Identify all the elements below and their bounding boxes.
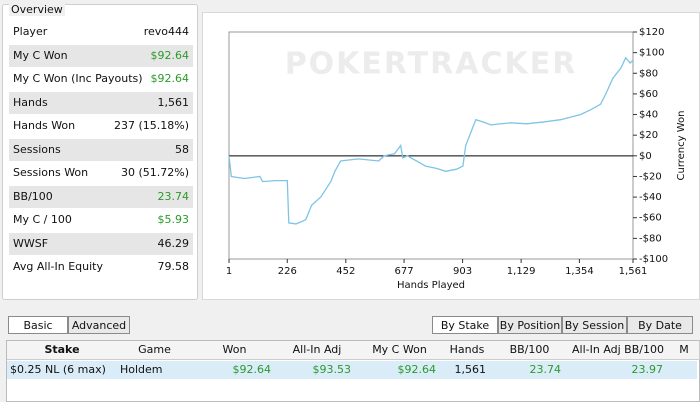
y-tick-label: -$80	[639, 233, 662, 244]
table-cell: 1,561	[454, 363, 487, 376]
toggle-button[interactable]: By Date	[627, 316, 693, 334]
y-tick-label: $0	[639, 151, 652, 162]
x-tick-label: 1,129	[507, 266, 536, 277]
column-header[interactable]: My C Won	[357, 341, 443, 360]
table-cell: 23.74	[529, 363, 562, 376]
stats-table: Stake Game Won All-In Adj My C Won Hands BB/10…	[6, 340, 700, 402]
line-series	[228, 56, 634, 225]
y-tick-label: $80	[639, 68, 658, 79]
stat-label: Avg All-In Equity	[13, 260, 103, 273]
stat-row: Sessions Won 30 (51.72%)	[9, 162, 193, 184]
y-tick-label: $20	[639, 130, 658, 141]
toggle-button[interactable]: Basic	[8, 316, 68, 334]
table-cell: 23.97	[631, 363, 664, 376]
stat-value: 46.29	[157, 236, 190, 250]
y-tick-label: -$100	[639, 254, 668, 265]
stat-label: My C / 100	[13, 213, 72, 226]
table-cell: Holdem	[120, 363, 163, 376]
table-cell: $0.25 NL (6 max)	[10, 363, 106, 376]
stat-row: WWSF 46.29	[9, 232, 193, 255]
stat-row: Player revo444	[9, 21, 193, 43]
stat-label: Sessions	[13, 142, 61, 156]
y-tick-label: $60	[639, 89, 658, 100]
y-tick-label: -$20	[639, 171, 662, 182]
stat-label: Player	[13, 25, 48, 38]
stat-row: Avg All-In Equity 79.58	[9, 256, 193, 278]
x-tick-label: 452	[336, 266, 355, 277]
x-tick-label: 226	[278, 266, 297, 277]
stat-row: My C Won (Inc Payouts) $92.64	[9, 68, 193, 90]
stat-value: 237 (15.18%)	[113, 119, 189, 132]
x-tick-label: 677	[395, 266, 414, 277]
stat-row: Sessions 58	[9, 138, 193, 161]
column-header[interactable]: Won	[192, 341, 278, 360]
stat-value: 23.74	[157, 189, 190, 203]
panel-title: Overview	[9, 3, 65, 16]
stat-label: My C Won	[13, 48, 68, 62]
stat-value: 58	[175, 142, 189, 156]
column-header[interactable]: Game	[117, 341, 193, 360]
chart: POKERTRACKER $120 $100 $80 $60 $40 $20 $0 -$20 -$…	[226, 27, 687, 291]
stat-row: Hands Won 237 (15.18%)	[9, 115, 193, 137]
column-header[interactable]: All-In Adj	[277, 341, 358, 360]
toggle-button[interactable]: By Session	[562, 316, 627, 334]
column-header[interactable]: Stake	[7, 341, 118, 360]
plot-area	[228, 31, 634, 260]
stat-value: 79.58	[157, 260, 190, 273]
y-tick-label: $100	[639, 48, 664, 59]
stat-value: $5.93	[157, 213, 190, 226]
toggle-button[interactable]: By Stake	[432, 316, 498, 334]
stat-row: BB/100 23.74	[9, 185, 193, 208]
toggle-button[interactable]: By Position	[498, 316, 562, 334]
stat-label: Hands	[13, 95, 48, 109]
chart-panel: POKERTRACKER $120 $100 $80 $60 $40 $20 $0 -$20 -$…	[202, 12, 700, 300]
stat-label: Hands Won	[13, 119, 76, 132]
column-header[interactable]: Hands	[442, 341, 493, 360]
y-tick-label: $40	[639, 110, 658, 121]
y-tick-label: -$60	[639, 213, 662, 224]
x-tick-label: 903	[453, 266, 472, 277]
stat-label: My C Won (Inc Payouts)	[13, 72, 143, 85]
stat-row: Hands 1,561	[9, 91, 193, 114]
overview-panel: Overview Player revo444 My C Won $92.64 My C…	[2, 3, 198, 300]
stat-value: 1,561	[157, 95, 190, 109]
y-tick-label: $120	[639, 27, 664, 38]
column-header[interactable]: M	[669, 341, 700, 360]
stat-label: Sessions Won	[13, 166, 89, 179]
x-axis-label: Hands Played	[397, 280, 465, 291]
table-cell: $93.53	[312, 363, 352, 376]
column-header[interactable]: All-In Adj BB/100	[567, 341, 670, 360]
stat-value: $92.64	[150, 48, 190, 62]
x-tick-label: 1,561	[619, 266, 648, 277]
stat-value: $92.64	[150, 72, 190, 85]
table-row[interactable]	[7, 361, 697, 379]
column-header[interactable]: BB/100	[492, 341, 568, 360]
stat-row: My C / 100 $5.93	[9, 209, 193, 231]
stat-label: BB/100	[13, 189, 53, 203]
stat-row: My C Won $92.64	[9, 44, 193, 67]
y-tick-label: -$40	[639, 192, 662, 203]
y-axis-label: Currency Won	[676, 111, 687, 181]
table-cell: $92.64	[397, 363, 437, 376]
x-tick-label: 1,354	[565, 266, 594, 277]
watermark: POKERTRACKER	[285, 47, 578, 82]
stat-value: 30 (51.72%)	[120, 166, 189, 179]
toggle-button[interactable]: Advanced	[68, 316, 130, 334]
stat-label: WWSF	[13, 236, 49, 250]
table-cell: $92.64	[232, 363, 272, 376]
x-tick-label: 1	[226, 266, 232, 277]
stat-value: revo444	[143, 25, 189, 38]
